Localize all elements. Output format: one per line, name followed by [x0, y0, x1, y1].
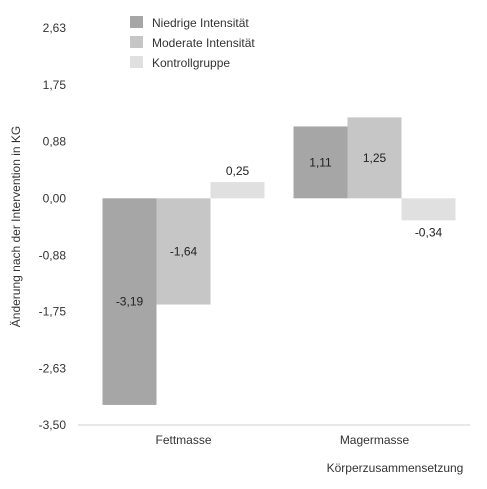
data-label: -0,34 — [415, 225, 443, 239]
legend-swatch — [130, 56, 143, 68]
data-label: 1,11 — [309, 155, 332, 169]
bar — [293, 126, 348, 199]
bar — [156, 198, 211, 305]
bar — [401, 198, 456, 221]
y-axis-ticks: 2,63 1,75 0,88 0,00 -0,88 -1,75 -2,63 -3,50 — [39, 21, 67, 432]
data-label: 0,25 — [226, 164, 250, 178]
legend: Niedrige Intensität Moderate Intensität Ko… — [130, 16, 255, 70]
y-tick-label: 1,75 — [43, 78, 67, 92]
data-label: -3,19 — [116, 295, 144, 309]
legend-swatch — [130, 36, 143, 48]
y-tick-label: 0,88 — [43, 134, 67, 148]
x-axis-title: Körperzusammensetzung — [327, 461, 464, 475]
bars — [102, 117, 456, 405]
bar — [210, 182, 265, 199]
category-labels: Fettmasse Magermasse — [155, 433, 409, 447]
data-labels: -3,19 -1,64 0,25 1,11 1,25 -0,34 — [116, 151, 443, 309]
category-label: Fettmasse — [155, 433, 211, 447]
legend-label: Moderate Intensität — [152, 36, 255, 50]
y-axis-title: Änderung nach der Intervention in KG — [9, 126, 23, 327]
y-tick-label: -3,50 — [39, 418, 67, 432]
data-label: 1,25 — [363, 151, 387, 165]
data-label: -1,64 — [170, 244, 198, 258]
y-tick-label: 2,63 — [43, 21, 67, 35]
legend-swatch — [130, 16, 143, 28]
legend-label: Niedrige Intensität — [152, 16, 249, 30]
y-tick-label: -2,63 — [39, 362, 67, 376]
bar — [102, 198, 157, 405]
y-tick-label: 0,00 — [43, 191, 67, 205]
y-tick-label: -0,88 — [39, 248, 67, 262]
legend-label: Kontrollgruppe — [152, 56, 230, 70]
bar — [347, 117, 402, 199]
y-tick-label: -1,75 — [39, 305, 67, 319]
category-label: Magermasse — [340, 433, 410, 447]
